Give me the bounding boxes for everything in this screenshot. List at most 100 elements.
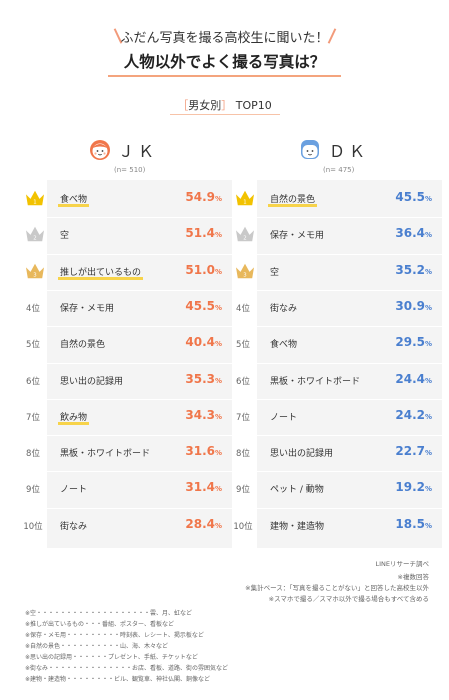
crown-icon: 1 bbox=[26, 190, 44, 205]
rank-crown: 2 bbox=[22, 225, 48, 247]
crown-icon: 3 bbox=[26, 263, 44, 278]
value-unit: % bbox=[424, 376, 432, 385]
value-number: 31.6 bbox=[185, 444, 215, 459]
rank-label: 4位 bbox=[236, 303, 250, 314]
rank-crown: 3 bbox=[22, 262, 48, 284]
row-divider bbox=[257, 253, 442, 255]
rank-crown: 1 bbox=[232, 189, 258, 211]
footnote: ※街なみ・・・・・・・・・・・・・・お店、看板、道路、街の雰囲気など bbox=[25, 665, 229, 672]
value-number: 18.5 bbox=[395, 516, 425, 531]
row-divider bbox=[47, 398, 232, 400]
boy-face-icon bbox=[301, 140, 319, 159]
value-unit: % bbox=[214, 485, 222, 494]
crown-rank-number: 2 bbox=[33, 236, 36, 242]
item-label: ペット / 動物 bbox=[270, 485, 324, 496]
value-unit: % bbox=[214, 412, 222, 421]
crown-icon: 2 bbox=[236, 227, 254, 242]
value-unit: % bbox=[424, 340, 432, 349]
value-number: 22.7 bbox=[395, 444, 425, 459]
item-label: ノート bbox=[60, 485, 88, 496]
rank-label: 10位 bbox=[233, 521, 253, 532]
value-unit: % bbox=[424, 485, 432, 494]
footnote: ※思い出の記録用・・・・・・プレゼント、手紙、チケットなど bbox=[25, 654, 198, 661]
row-divider bbox=[257, 217, 442, 219]
item-label: 自然の景色 bbox=[60, 340, 106, 351]
value-number: 40.4 bbox=[185, 335, 215, 350]
subtitle: ［男女別］ TOP10 bbox=[0, 97, 449, 113]
crown-rank-number: 3 bbox=[243, 272, 246, 278]
rank-crown: 1 bbox=[22, 189, 48, 211]
rank-label: 6位 bbox=[26, 376, 40, 387]
source-note-2: ※複数回答 bbox=[397, 573, 429, 581]
value-number: 31.4 bbox=[185, 480, 215, 495]
value-unit: % bbox=[424, 195, 432, 203]
item-label: 保存・メモ用 bbox=[60, 303, 115, 314]
crown-icon: 1 bbox=[236, 190, 254, 205]
row-divider bbox=[257, 471, 442, 473]
subtitle-underline bbox=[170, 114, 280, 115]
page-title: 人物以外でよく撮る写真は？ bbox=[123, 53, 326, 71]
crown-rank-number: 1 bbox=[33, 199, 36, 205]
item-value: 35.3% bbox=[162, 372, 222, 386]
rank-label: 5位 bbox=[236, 340, 250, 351]
item-label: 空 bbox=[60, 231, 70, 242]
item-value: 34.3% bbox=[162, 408, 222, 422]
value-unit: % bbox=[424, 267, 432, 276]
rank-crown: 2 bbox=[232, 225, 258, 247]
value-unit: % bbox=[424, 231, 432, 240]
item-value: 40.4% bbox=[162, 335, 222, 349]
value-number: 45.5 bbox=[395, 190, 425, 204]
row-divider bbox=[47, 507, 232, 509]
crown-rank-number: 2 bbox=[243, 236, 246, 242]
crown-rank-number: 1 bbox=[243, 199, 246, 205]
subtitle-main: 男女別 bbox=[188, 99, 222, 112]
value-unit: % bbox=[214, 340, 222, 349]
item-value: 54.9% bbox=[162, 190, 222, 204]
rank-label: 10位 bbox=[23, 521, 43, 532]
rank-label: 6位 bbox=[236, 376, 250, 387]
item-label: 食べ物 bbox=[60, 195, 88, 205]
value-unit: % bbox=[214, 267, 222, 276]
value-number: 51.0 bbox=[185, 262, 215, 277]
row-divider bbox=[47, 289, 232, 291]
rank-label: 8位 bbox=[26, 449, 40, 460]
row-divider bbox=[257, 398, 442, 400]
value-unit: % bbox=[214, 521, 222, 530]
item-label: 保存・メモ用 bbox=[270, 231, 325, 242]
value-number: 29.5 bbox=[395, 335, 425, 350]
item-value: 19.2% bbox=[372, 480, 432, 494]
value-number: 35.2 bbox=[395, 262, 425, 277]
value-number: 35.3 bbox=[185, 371, 215, 386]
footnote: ※保存・メモ用・・・・・・・・・時刻表、レシート、掲示板など bbox=[25, 632, 204, 639]
value-number: 24.4 bbox=[395, 371, 425, 386]
value-number: 45.5 bbox=[185, 298, 215, 313]
value-number: 19.2 bbox=[395, 480, 425, 495]
label-highlight bbox=[58, 276, 143, 280]
value-unit: % bbox=[214, 231, 222, 240]
crown-icon: 3 bbox=[236, 263, 254, 278]
row-divider bbox=[47, 217, 232, 219]
value-number: 28.4 bbox=[185, 516, 215, 531]
item-label: 思い出の記録用 bbox=[60, 376, 124, 387]
label-highlight bbox=[268, 204, 317, 207]
jk-sample-size: (n= 510) bbox=[114, 166, 146, 174]
row-divider bbox=[47, 326, 232, 328]
item-value: 22.7% bbox=[372, 444, 432, 458]
item-value: 51.0% bbox=[162, 263, 222, 277]
subtitle-bracket-right: ］ bbox=[221, 99, 233, 112]
footnote: ※自然の景色・・・・・・・・・・山、海、木々など bbox=[25, 643, 169, 650]
source-note-3: ※集計ベース：「写真を撮ることがない」と回答した高校生以外 bbox=[245, 584, 429, 592]
item-value: 31.6% bbox=[162, 444, 222, 458]
item-value: 35.2% bbox=[372, 263, 432, 277]
crown-icon: 2 bbox=[26, 227, 44, 242]
rank-label: 7位 bbox=[26, 412, 40, 423]
value-unit: % bbox=[214, 195, 222, 203]
item-label: 黒板・ホワイトボード bbox=[60, 449, 151, 460]
row-divider bbox=[47, 471, 232, 473]
item-value: 31.4% bbox=[162, 480, 222, 494]
row-divider bbox=[47, 253, 232, 255]
row-divider bbox=[257, 362, 442, 364]
title-line-1: ふだん写真を撮る高校生に聞いた！ bbox=[120, 31, 329, 46]
row-divider bbox=[257, 435, 442, 437]
value-number: 54.9 bbox=[185, 190, 215, 204]
